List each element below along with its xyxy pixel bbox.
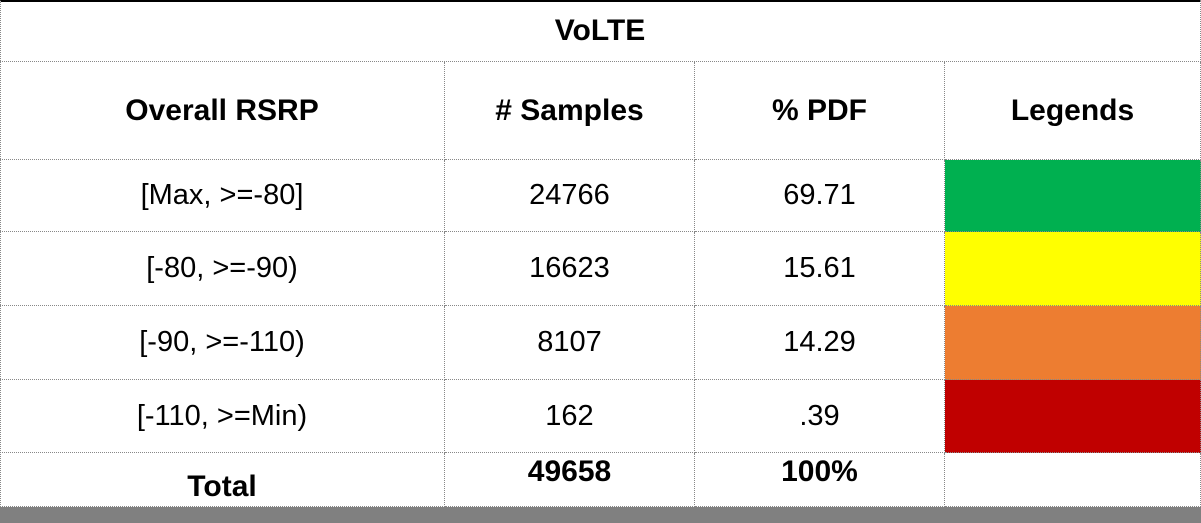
- range-cell: [Max, >=-80]: [0, 160, 445, 232]
- samples-cell: 162: [445, 380, 695, 453]
- legend-swatch: [945, 160, 1201, 232]
- samples-cell: 16623: [445, 232, 695, 306]
- legend-swatch: [945, 306, 1201, 380]
- range-cell: [-80, >=-90): [0, 232, 445, 306]
- pdf-cell: 69.71: [695, 160, 945, 232]
- scroll-bar: [0, 507, 1201, 523]
- header-cell: Overall RSRP: [0, 62, 445, 160]
- samples-cell: 24766: [445, 160, 695, 232]
- header-cell: % PDF: [695, 62, 945, 160]
- total-samples: 49658: [445, 453, 695, 507]
- samples-cell: 8107: [445, 306, 695, 380]
- total-label: Total: [0, 453, 445, 507]
- header-cell: Legends: [945, 62, 1201, 160]
- header-cell: # Samples: [445, 62, 695, 160]
- total-pdf: 100%: [695, 453, 945, 507]
- legend-swatch: [945, 380, 1201, 453]
- range-cell: [-90, >=-110): [0, 306, 445, 380]
- pdf-cell: .39: [695, 380, 945, 453]
- total-empty: [945, 453, 1201, 507]
- range-cell: [-110, >=Min): [0, 380, 445, 453]
- legend-swatch: [945, 232, 1201, 306]
- pdf-cell: 15.61: [695, 232, 945, 306]
- title-cell: VoLTE: [0, 0, 1201, 62]
- pdf-cell: 14.29: [695, 306, 945, 380]
